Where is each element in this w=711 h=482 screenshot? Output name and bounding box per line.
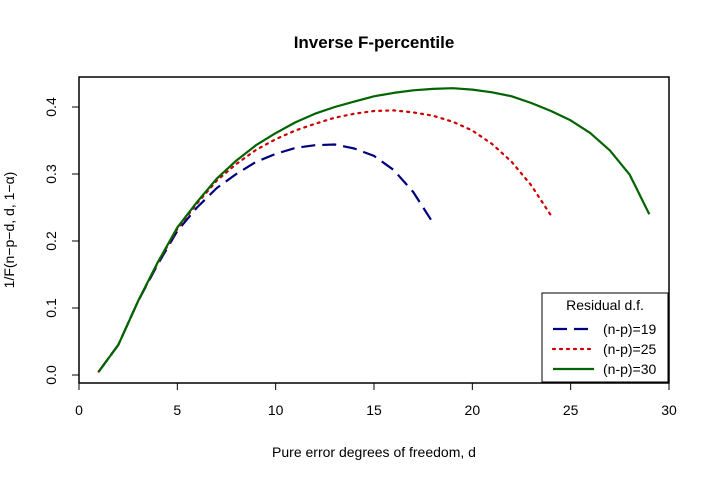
- legend: Residual d.f. (n-p)=19 (n-p)=25 (n-p)=30: [541, 292, 669, 383]
- y-axis-label: 1/F(n−p−d, d, 1−α): [1, 172, 17, 289]
- legend-label-2: (n-p)=25: [603, 341, 657, 357]
- y-tick-label: 0.1: [43, 298, 59, 318]
- x-axis-label: Pure error degrees of freedom, d: [272, 444, 476, 460]
- y-axis: 0.0 0.1 0.2 0.3 0.4: [43, 97, 80, 385]
- legend-entries: (n-p)=19 (n-p)=25 (n-p)=30: [551, 321, 657, 377]
- chart-title: Inverse F-percentile: [294, 33, 455, 52]
- x-tick-label: 5: [173, 402, 181, 418]
- legend-label-3: (n-p)=30: [603, 361, 657, 377]
- x-tick-label: 15: [366, 402, 382, 418]
- series-group: [97, 87, 651, 373]
- legend-box: [541, 292, 669, 383]
- series-line-3: [97, 87, 651, 373]
- series-line-2: [97, 109, 553, 373]
- y-tick-label: 0.3: [43, 164, 59, 184]
- legend-label-1: (n-p)=19: [603, 321, 657, 337]
- x-tick-label: 20: [465, 402, 481, 418]
- x-tick-label: 0: [75, 402, 83, 418]
- x-tick-label: 25: [563, 402, 579, 418]
- y-tick-label: 0.2: [43, 231, 59, 251]
- x-tick-label: 30: [661, 402, 677, 418]
- y-tick-label: 0.4: [43, 97, 59, 117]
- y-tick-label: 0.0: [43, 365, 59, 385]
- x-axis: 0 5 10 15 20 25 30: [75, 382, 677, 418]
- legend-title: Residual d.f.: [566, 297, 644, 313]
- series-line-1: [97, 143, 434, 373]
- x-tick-label: 10: [268, 402, 284, 418]
